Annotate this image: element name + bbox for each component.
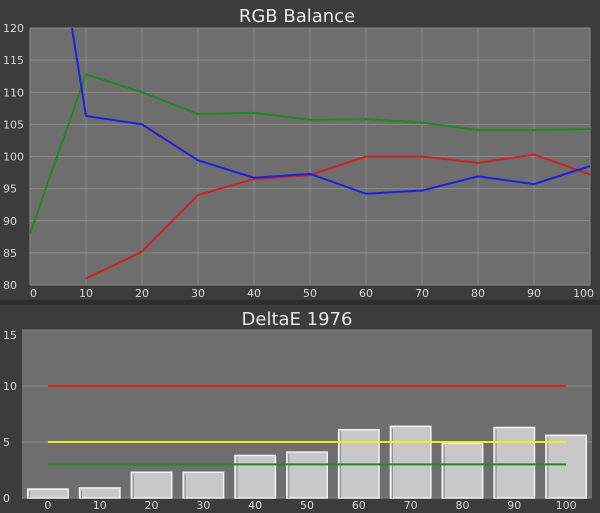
deltae-xtick-label: 100 bbox=[556, 499, 577, 512]
rgb-xtick-label: 20 bbox=[135, 287, 149, 300]
deltae-bar bbox=[389, 425, 432, 499]
deltae-xtick-label: 30 bbox=[196, 499, 210, 512]
rgb-ytick-label: 85 bbox=[3, 247, 17, 260]
deltae-bar bbox=[78, 487, 121, 499]
rgb-ytick-label: 95 bbox=[3, 183, 17, 196]
rgb-series-line bbox=[30, 73, 590, 234]
deltae-ytick-label: 5 bbox=[3, 436, 10, 449]
rgb-xtick-label: 50 bbox=[303, 287, 317, 300]
deltae-xtick-label: 80 bbox=[455, 499, 469, 512]
deltae-bar bbox=[441, 442, 484, 499]
rgb-ytick-label: 110 bbox=[3, 86, 24, 99]
rgb-ytick-label: 90 bbox=[3, 215, 17, 228]
deltae-bar bbox=[26, 488, 69, 499]
deltae-bar bbox=[493, 426, 536, 499]
deltae-ytick-label: 10 bbox=[3, 380, 17, 393]
rgb-xtick-label: 30 bbox=[191, 287, 205, 300]
rgb-balance-title: RGB Balance bbox=[239, 6, 355, 27]
deltae-ytick-label: 0 bbox=[3, 492, 10, 505]
deltae-xtick-label: 10 bbox=[93, 499, 107, 512]
deltae-bar bbox=[286, 451, 328, 499]
deltae-xtick-label: 90 bbox=[507, 499, 521, 512]
rgb-xtick-label: 0 bbox=[30, 287, 37, 300]
deltae-xtick-label: 60 bbox=[352, 499, 366, 512]
deltae-ytick-label: 15 bbox=[3, 329, 17, 342]
rgb-xtick-label: 90 bbox=[527, 287, 541, 300]
deltae-xtick-label: 0 bbox=[44, 499, 51, 512]
panel-separator bbox=[0, 300, 600, 305]
deltae-bar bbox=[182, 471, 225, 499]
rgb-xtick-label: 60 bbox=[359, 287, 373, 300]
rgb-xtick-label: 80 bbox=[471, 287, 485, 300]
deltae-bar bbox=[130, 471, 173, 499]
rgb-xtick-label: 100 bbox=[573, 287, 594, 300]
rgb-series-line bbox=[71, 28, 590, 195]
rgb-xtick-label: 70 bbox=[415, 287, 429, 300]
rgb-ytick-label: 115 bbox=[3, 54, 24, 67]
deltae-xtick-label: 40 bbox=[248, 499, 262, 512]
rgb-ytick-label: 100 bbox=[3, 151, 24, 164]
rgb-series-line bbox=[85, 153, 590, 280]
rgb-xtick-label: 40 bbox=[247, 287, 261, 300]
rgb-ytick-label: 80 bbox=[3, 279, 17, 292]
deltae-xtick-label: 50 bbox=[300, 499, 314, 512]
deltae-bar bbox=[234, 454, 277, 499]
deltae-title: DeltaE 1976 bbox=[242, 309, 353, 330]
deltae-bar bbox=[545, 434, 588, 499]
deltae-xtick-label: 70 bbox=[404, 499, 418, 512]
deltae-xtick-label: 20 bbox=[145, 499, 159, 512]
rgb-ytick-label: 105 bbox=[3, 118, 24, 131]
rgb-ytick-label: 120 bbox=[3, 22, 24, 35]
rgb-xtick-label: 10 bbox=[79, 287, 93, 300]
